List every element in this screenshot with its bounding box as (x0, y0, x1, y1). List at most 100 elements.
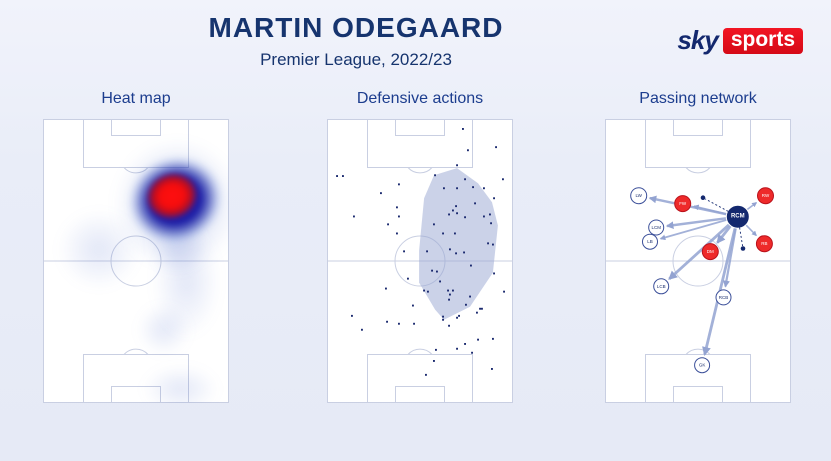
defensive-action-dot (442, 232, 444, 235)
defensive-action-dot (436, 270, 438, 273)
defensive-action-dot (439, 280, 441, 283)
defensive-action-dot (502, 178, 504, 181)
defensive-action-dot (449, 293, 451, 296)
defensive-action-dot (456, 187, 458, 190)
defensive-action-dot (456, 164, 458, 167)
defensive-action-dot (489, 213, 491, 216)
defensive-action-dot (464, 178, 466, 181)
pass-arrow-RW (746, 201, 758, 211)
heat-map-pitch (43, 119, 229, 403)
defensive-action-dot (467, 149, 469, 152)
defensive-action-dot (456, 316, 458, 319)
defensive-action-dot (396, 206, 398, 209)
defensive-action-dot (455, 252, 457, 255)
defensive-action-dot (503, 290, 505, 293)
defensive-action-dot (448, 298, 450, 301)
defensive-action-dot (449, 248, 451, 251)
defensive-action-dot (472, 186, 474, 189)
player-node-DM (701, 243, 719, 261)
defensive-action-dot (398, 215, 400, 218)
pass-arrow-FW (692, 204, 727, 215)
defensive-action-dot (403, 250, 405, 253)
defensive-action-dot (476, 311, 478, 314)
defensive-action-dot (426, 250, 428, 253)
defensive-action-dot (490, 222, 492, 225)
defensive-action-dot (464, 216, 466, 219)
defensive-action-dot (427, 290, 429, 293)
defensive-action-dot (454, 232, 456, 235)
player-node-RCM (726, 205, 749, 228)
defensive-action-dot (431, 269, 433, 272)
defensive-action-dot (483, 215, 485, 218)
defensive-action-dot (412, 304, 414, 307)
defensive-action-dot (434, 174, 436, 177)
page-subtitle: Premier League, 2022/23 (260, 50, 452, 69)
player-node-label: LCM (651, 225, 661, 230)
defensive-action-dot (479, 307, 481, 310)
player-node-FW (674, 195, 692, 213)
pass-arrow-DM (716, 225, 732, 244)
defensive-action-dot (385, 287, 387, 290)
page-title: MARTIN ODEGAARD (208, 12, 504, 43)
defensive-action-dot (433, 223, 435, 226)
passing-network-panel: Passing network LW FW RW RCM LCM LB DM RB LCB RCB… (605, 89, 791, 403)
defensive-action-dot (448, 213, 450, 216)
defensive-action-dot (361, 328, 363, 331)
pass-arrow-LCB (668, 223, 730, 280)
defensive-action-dot (452, 289, 454, 292)
defensive-action-dot (492, 337, 494, 340)
defensive-action-dot (387, 223, 389, 226)
defensive-action-dot (448, 324, 450, 327)
defensive-action-dot (462, 128, 464, 130)
defensive-action-dot (413, 322, 415, 325)
defensive-action-dot (342, 175, 344, 177)
defensive-action-dot (435, 348, 437, 351)
defensive-action-dot (483, 187, 485, 190)
sports-logo-badge: sports (722, 27, 803, 54)
heat-map-layer (43, 119, 229, 403)
defensive-action-dot (474, 202, 476, 205)
defensive-action-dot (456, 212, 458, 215)
pitch-lines: LW FW RW RCM LCM LB DM RB LCB RCB GK (605, 119, 791, 403)
player-node-GK (694, 357, 711, 374)
defensive-actions-layer (336, 128, 505, 376)
heat-hotspot (137, 303, 190, 355)
dashed-link (704, 198, 729, 212)
player-node-RW (757, 187, 774, 205)
defensive-action-dot (398, 322, 400, 325)
player-node-label: FW (679, 201, 687, 206)
defensive-action-dot (407, 277, 409, 280)
sky-logo-text: sky (677, 25, 718, 55)
player-node-label: RCM (731, 214, 745, 220)
pass-arrow-LB (659, 219, 727, 241)
defensive-action-dot (465, 303, 467, 306)
defensive-actions-hull (419, 168, 498, 320)
defensive-action-dot (442, 318, 444, 321)
sky-sports-logo: sky sports (677, 25, 803, 56)
defensive-action-dot (351, 314, 353, 317)
dashed-endpoint-dot (740, 246, 746, 251)
defensive-action-dot (464, 343, 466, 345)
defensive-action-dot (455, 205, 457, 208)
player-node-LCM (648, 219, 665, 236)
player-node-label: RW (762, 193, 770, 198)
defensive-action-dot (433, 360, 435, 362)
defensive-action-dot (469, 295, 471, 298)
panel-label-defensive-actions: Defensive actions (356, 90, 484, 107)
defensive-action-dot (353, 215, 355, 218)
passing-network-layer: LW FW RW RCM LCM LB DM RB LCB RCB GK (630, 187, 774, 374)
defensive-action-dot (477, 338, 479, 341)
defensive-action-dot (481, 307, 483, 310)
defensive-action-dot (492, 243, 494, 246)
defensive-action-dot (423, 289, 425, 292)
defensive-action-dot (452, 209, 454, 212)
player-node-LB (642, 233, 658, 250)
passing-network-pitch: LW FW RW RCM LCM LB DM RB LCB RCB GK (605, 119, 791, 403)
defensive-action-dot (425, 373, 427, 376)
panel-label-heat-map: Heat map (101, 90, 171, 107)
pass-arrow-LCM (665, 217, 727, 229)
defensive-action-dot (398, 183, 400, 186)
defensive-action-dot (471, 351, 473, 354)
pitch-lines (327, 119, 513, 403)
